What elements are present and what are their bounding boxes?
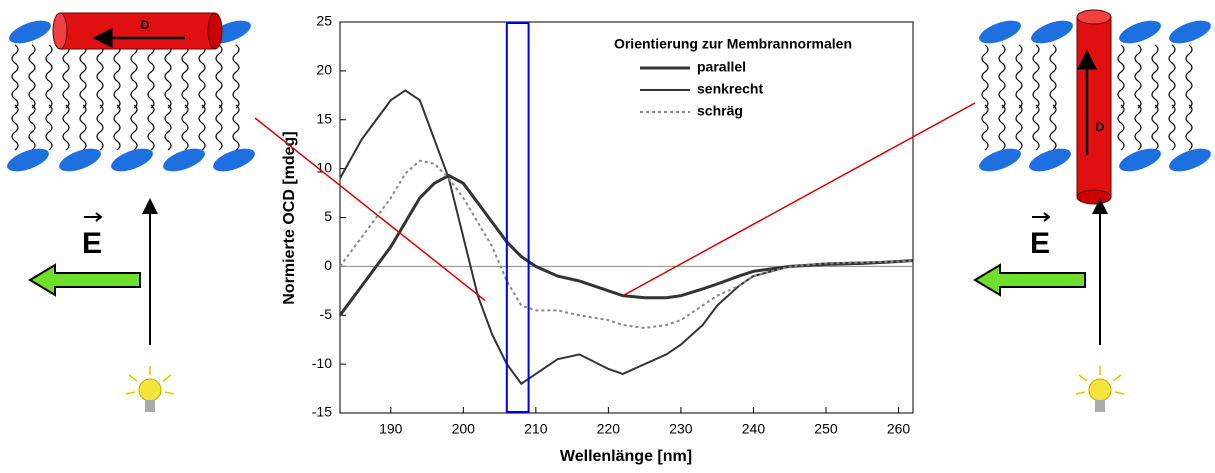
lipid-tail [1032,44,1040,109]
lipid-tail [1049,44,1057,109]
lipid-heads [979,20,1211,172]
lipid-tail [1185,44,1193,109]
lipid-tail [1134,44,1142,109]
x-tick-label: 200 [452,421,476,437]
x-axis-label: Wellenlänge [nm] [560,448,692,465]
helix-label: D [141,18,150,32]
helix-cylinder: D [52,12,223,50]
y-tick-label: 5 [324,208,332,224]
data-line [339,159,914,330]
lipid-tail [164,104,172,151]
lipid-tail [45,104,53,151]
x-tick-label: 250 [814,421,838,437]
lipid-tails [981,44,1193,151]
lipid-tail [28,44,36,109]
lipid-tail [1015,44,1023,109]
lipid-tail [981,104,989,151]
y-tick-label: -15 [312,404,332,420]
right-diagram: D E [973,9,1211,413]
lipid-tail [198,44,206,109]
lipid-tail [28,104,36,151]
y-tick-label: -5 [320,306,333,322]
lipid-tail [1168,44,1176,109]
field-arrow [973,263,1086,297]
lipid-tail [79,44,87,109]
lipid-tail [1117,44,1125,109]
lipid-tail [232,44,240,109]
y-axis-label: Normierte OCD [mdeg] [281,131,298,304]
x-tick-label: 240 [742,421,766,437]
lipid-tail [1185,104,1193,151]
lipid-tail [79,104,87,151]
lipid-tails [11,44,240,151]
lipid-tail [215,104,223,151]
field-label: E [82,227,102,260]
helix-cylinder: D [1076,9,1112,205]
lipid-tail [11,104,19,151]
lipid-tail [130,44,138,109]
lipid-tail [96,44,104,109]
lipid-tail [1049,104,1057,151]
lipid-tail [1134,104,1142,151]
lipid-tail [1032,104,1040,151]
lipid-tail [181,44,189,109]
x-tick-label: 220 [597,421,621,437]
lipid-tail [998,44,1006,109]
lipid-tail [1151,104,1159,151]
plot-frame [339,21,914,414]
x-tick-label: 260 [887,421,911,437]
y-tick-label: -10 [312,355,332,371]
lipid-tail [981,44,989,109]
light-bulb [1075,365,1125,413]
lipid-tail [62,44,70,109]
lipid-tail [147,104,155,151]
lipid-tail [181,104,189,151]
legend-label: schräg [697,103,743,119]
lipid-tail [1117,104,1125,151]
vector-arrow [84,212,103,222]
lipid-tail [130,104,138,151]
lipid-tail [113,104,121,151]
legend-title: Orientierung zur Membrannormalen [614,36,852,52]
lipid-tail [164,44,172,109]
vector-arrow [1032,212,1051,222]
y-tick-label: 15 [316,110,332,126]
lipid-tail [1015,104,1023,151]
legend-label: parallel [697,59,746,75]
lipid-tail [215,44,223,109]
callout-line [622,102,976,297]
lipid-tail [1151,44,1159,109]
legend-label: senkrecht [697,81,763,97]
lipid-tail [62,104,70,151]
y-tick-label: 25 [316,13,332,29]
helix-label: D [1096,120,1105,134]
field-label: E [1030,227,1050,260]
y-tick-label: 10 [316,159,332,175]
highlight-box [505,22,530,413]
lipid-tail [198,104,206,151]
light-bulb [125,365,175,413]
lipid-tail [96,104,104,151]
x-tick-label: 230 [669,421,693,437]
lipid-tail [998,104,1006,151]
lipid-tail [232,104,240,151]
lipid-tail [113,44,121,109]
data-line [338,173,914,317]
lipid-tail [147,44,155,109]
lipid-heads [7,20,255,172]
y-tick-label: 20 [316,62,332,78]
lipid-tail [45,44,53,109]
left-diagram: D E [7,12,255,413]
lipid-tail [1168,104,1176,151]
x-tick-label: 190 [379,421,403,437]
field-arrow [28,263,141,297]
y-tick-label: 0 [324,257,332,273]
callout-line [254,117,486,302]
x-tick-label: 210 [524,421,548,437]
chart: Wellenlänge [nm] Normierte OCD [mdeg] Or… [281,13,914,465]
lipid-tail [11,44,19,109]
